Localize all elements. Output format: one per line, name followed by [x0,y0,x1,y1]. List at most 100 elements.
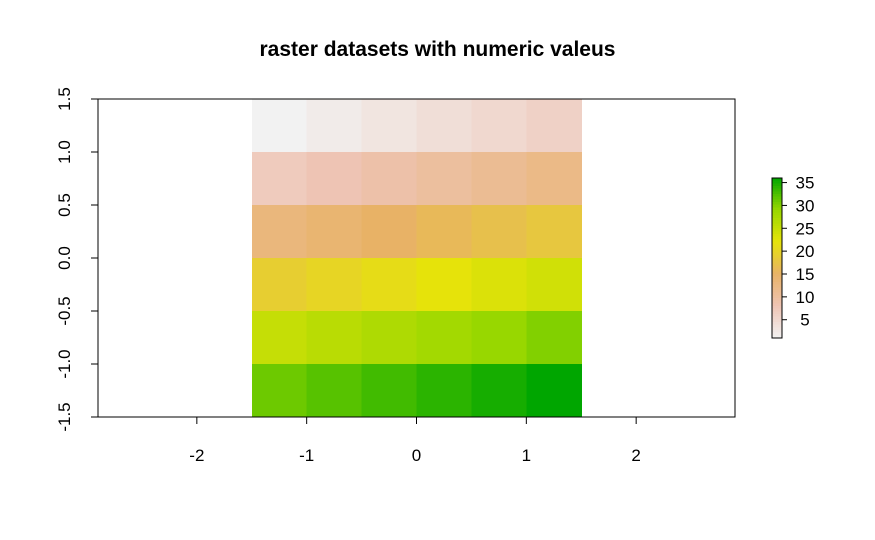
legend-swatch [772,279,782,283]
legend-swatch [772,210,782,214]
y-tick-label: 0.5 [55,193,74,217]
legend-swatch [772,194,782,198]
raster-cell [306,205,363,259]
legend-swatch [772,282,782,286]
legend-swatch [772,308,782,312]
legend-tick-label: 20 [796,242,815,261]
legend-swatch [772,260,782,264]
legend-tick-label: 30 [796,196,815,215]
legend-swatch [772,274,782,278]
raster-cell [306,152,363,206]
raster-cell [471,364,527,418]
legend-swatch [772,236,782,240]
raster-cell [306,258,363,312]
legend-swatch [772,242,782,246]
y-tick-label: 0.0 [55,246,74,270]
legend-tick-label: 15 [796,265,815,284]
legend-swatch [772,266,782,270]
x-tick-label: 0 [412,446,421,465]
legend-swatch [772,287,782,291]
legend-swatch [772,255,782,259]
legend-tick-label: 35 [796,174,815,193]
legend-swatch [772,314,782,318]
legend-swatch [772,204,782,208]
legend-swatch [772,322,782,326]
legend-swatch [772,247,782,251]
raster-cell [251,364,308,418]
legend-swatch [772,218,782,222]
raster-cell [526,258,582,312]
legend-swatch [772,207,782,211]
raster-cell [416,205,473,259]
raster-cell [306,364,363,418]
raster-cell [251,152,308,206]
x-tick-label: 2 [631,446,640,465]
x-tick-label: -1 [299,446,314,465]
legend-swatch [772,183,782,187]
raster-cell [471,205,527,259]
raster-cell [361,152,418,206]
raster-cell [251,205,308,259]
legend-swatch [772,298,782,302]
legend-swatch [772,191,782,195]
legend-swatch [772,199,782,203]
legend-swatch [772,231,782,235]
legend-swatch [772,244,782,248]
chart-title: raster datasets with numeric valeus [259,38,616,61]
raster-cell [251,311,308,365]
legend-swatch [772,220,782,224]
raster-cell [471,311,527,365]
legend-swatch [772,335,782,339]
legend-swatch [772,212,782,216]
legend-swatch [772,300,782,304]
raster-cell [471,258,527,312]
legend-swatch [772,250,782,254]
legend-swatch [772,271,782,275]
raster-cell [361,205,418,259]
legend-swatch [772,311,782,315]
legend-swatch [772,306,782,310]
raster-cell [416,311,473,365]
legend-swatch [772,263,782,267]
legend-tick-label: 25 [796,219,815,238]
legend-swatch [772,295,782,299]
legend-tick-label: 10 [796,288,815,307]
legend-swatch [772,223,782,227]
legend-swatch [772,290,782,294]
raster-cell [526,99,582,153]
legend-swatch [772,332,782,336]
legend-swatch [772,327,782,331]
legend-swatch [772,258,782,262]
legend-swatch [772,188,782,192]
raster-cell [251,258,308,312]
raster-cell [471,152,527,206]
legend-swatch [772,178,782,182]
legend-swatch [772,196,782,200]
raster-cell [416,258,473,312]
raster-cell [306,99,363,153]
raster-cell [251,99,308,153]
raster-cell [361,99,418,153]
legend-swatch [772,330,782,334]
legend-tick-label: 5 [800,311,809,330]
raster-cell [471,99,527,153]
legend-swatch [772,186,782,190]
legend-swatch [772,226,782,230]
legend-swatch [772,268,782,272]
legend-swatch [772,316,782,320]
raster-cell [361,364,418,418]
legend-swatch [772,292,782,296]
legend-swatch [772,228,782,232]
legend-swatch [772,319,782,323]
legend-swatch [772,239,782,243]
raster-cell [416,99,473,153]
raster-cell [526,364,582,418]
raster-cell [526,205,582,259]
raster-cell [416,152,473,206]
raster-cell [526,311,582,365]
legend-swatch [772,180,782,184]
legend-frame [771,177,783,339]
legend-swatch [772,324,782,328]
y-tick-label: 1.0 [55,140,74,164]
legend-swatch [772,215,782,219]
